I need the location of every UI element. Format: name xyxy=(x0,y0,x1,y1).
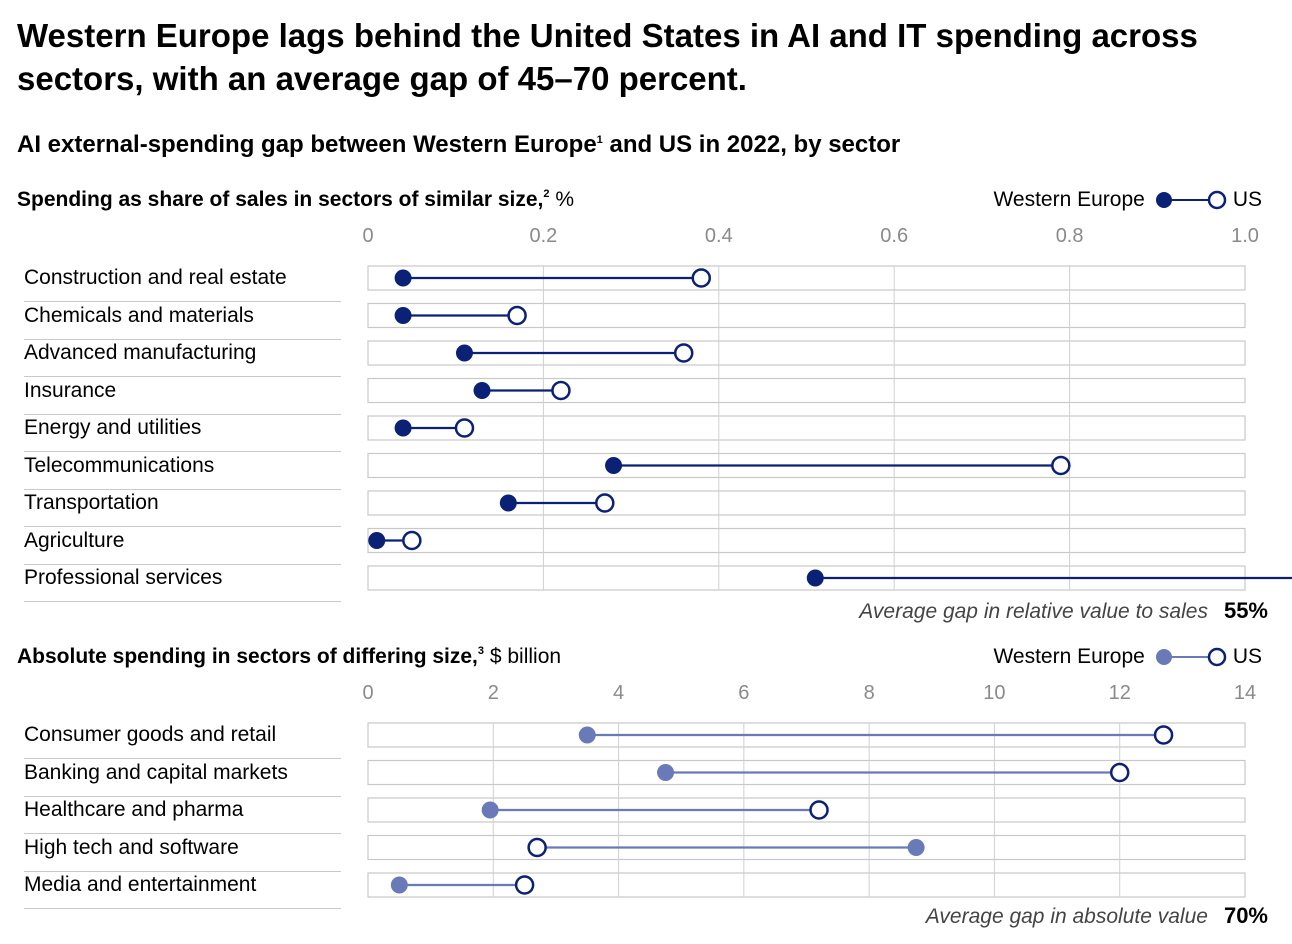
average-gap-value: 55% xyxy=(1223,598,1268,623)
x-tick-label: 0 xyxy=(362,682,373,704)
legend-label-western-europe: Western Europe xyxy=(993,188,1145,211)
category-label: Professional services xyxy=(24,564,341,602)
x-tick-label: 0.6 xyxy=(880,225,908,247)
category-label: Banking and capital markets xyxy=(24,759,341,797)
row-band xyxy=(367,340,1246,366)
category-label: Healthcare and pharma xyxy=(24,796,341,834)
row-band xyxy=(367,490,1246,516)
legend-label-western-europe: Western Europe xyxy=(993,645,1145,668)
panel-title-text: Spending as share of sales in sectors of… xyxy=(17,188,544,211)
panel-title-footnote: 3 xyxy=(477,645,485,657)
western-europe-point xyxy=(394,269,412,287)
x-tick-label: 4 xyxy=(613,682,624,704)
chart-title: Western Europe lags behind the United St… xyxy=(17,17,1198,97)
legend-dumbbell-icon xyxy=(1155,190,1227,210)
average-gap-note: Average gap in relative value to sales xyxy=(859,600,1208,623)
panel-title-text: Absolute spending in sectors of differin… xyxy=(17,645,478,668)
western-europe-point xyxy=(473,382,491,399)
category-label: Media and entertainment xyxy=(24,871,341,909)
us-point xyxy=(507,305,527,326)
x-tick-label: 0.8 xyxy=(1056,225,1084,247)
us-point xyxy=(454,418,475,438)
us-point xyxy=(551,380,571,401)
x-tick-label: 8 xyxy=(864,682,875,704)
average-gap-value: 70% xyxy=(1223,903,1268,928)
us-point xyxy=(595,493,615,513)
western-europe-point xyxy=(578,726,596,744)
western-europe-point xyxy=(390,876,408,894)
subtitle-footnote: 1 xyxy=(596,134,603,146)
category-label: Insurance xyxy=(24,377,341,415)
average-gap-footer: Average gap in relative value to sales 5… xyxy=(859,598,1268,624)
us-point xyxy=(527,837,547,858)
western-europe-point xyxy=(499,494,517,512)
panel-unit: % xyxy=(549,188,575,211)
row-band xyxy=(367,527,1246,554)
x-tick-label: 0.4 xyxy=(705,225,733,247)
western-europe-point xyxy=(481,801,499,819)
panel-title-footnote: 2 xyxy=(543,188,550,200)
us-point xyxy=(691,268,712,288)
category-label: High tech and software xyxy=(24,834,341,872)
panel-unit: $ billion xyxy=(484,645,562,668)
us-point xyxy=(514,875,535,895)
us-point xyxy=(1109,762,1130,783)
category-label: Energy and utilities xyxy=(24,414,341,452)
western-europe-point xyxy=(657,764,675,781)
western-europe-point xyxy=(394,419,412,437)
us-point xyxy=(1051,455,1071,476)
legend: Western Europe US xyxy=(993,188,1262,212)
x-tick-label: 2 xyxy=(488,682,499,704)
western-europe-point xyxy=(394,307,412,324)
western-europe-point xyxy=(907,839,925,856)
us-point xyxy=(402,530,422,551)
category-label: Telecommunications xyxy=(24,452,341,490)
subtitle-rest: and US in 2022, by sector xyxy=(602,131,901,158)
average-gap-note: Average gap in absolute value xyxy=(925,905,1208,928)
western-europe-point xyxy=(368,532,386,549)
row-band xyxy=(367,415,1246,441)
x-tick-label: 0 xyxy=(362,225,373,247)
legend-label-us: US xyxy=(1232,645,1262,668)
chart-subtitle: AI external-spending gap between Western… xyxy=(17,131,900,159)
x-tick-label: 6 xyxy=(738,682,749,704)
category-label: Agriculture xyxy=(24,527,341,565)
subtitle-text: AI external-spending gap between Western… xyxy=(17,131,597,158)
x-tick-label: 1.0 xyxy=(1231,225,1259,247)
legend-label-us: US xyxy=(1232,188,1262,211)
x-tick-label: 0.2 xyxy=(529,225,557,247)
category-label: Construction and real estate xyxy=(24,264,341,302)
us-point xyxy=(673,343,694,363)
category-label: Transportation xyxy=(24,489,341,527)
western-europe-point xyxy=(455,344,473,362)
x-tick-label: 14 xyxy=(1234,682,1256,704)
category-label: Advanced manufacturing xyxy=(24,339,341,377)
dumbbell-plot: 0 2 4 6 8 10 12 14 xyxy=(362,682,1256,898)
western-europe-point xyxy=(806,569,824,587)
category-label: Consumer goods and retail xyxy=(24,721,341,759)
x-tick-label: 12 xyxy=(1109,682,1131,704)
category-label: Chemicals and materials xyxy=(24,302,341,340)
x-tick-label: 10 xyxy=(983,682,1005,704)
us-point xyxy=(1153,725,1174,745)
dumbbell-plot: 0 0.2 0.4 0.6 0.8 1.0 xyxy=(362,225,1292,591)
panel-title: Spending as share of sales in sectors of… xyxy=(17,188,574,212)
average-gap-footer: Average gap in absolute value 70% xyxy=(926,903,1268,929)
legend: Western Europe US xyxy=(993,645,1262,669)
western-europe-point xyxy=(605,457,623,474)
legend-dumbbell-icon xyxy=(1155,647,1227,667)
us-point xyxy=(809,800,829,820)
panel-title: Absolute spending in sectors of differin… xyxy=(17,645,561,669)
